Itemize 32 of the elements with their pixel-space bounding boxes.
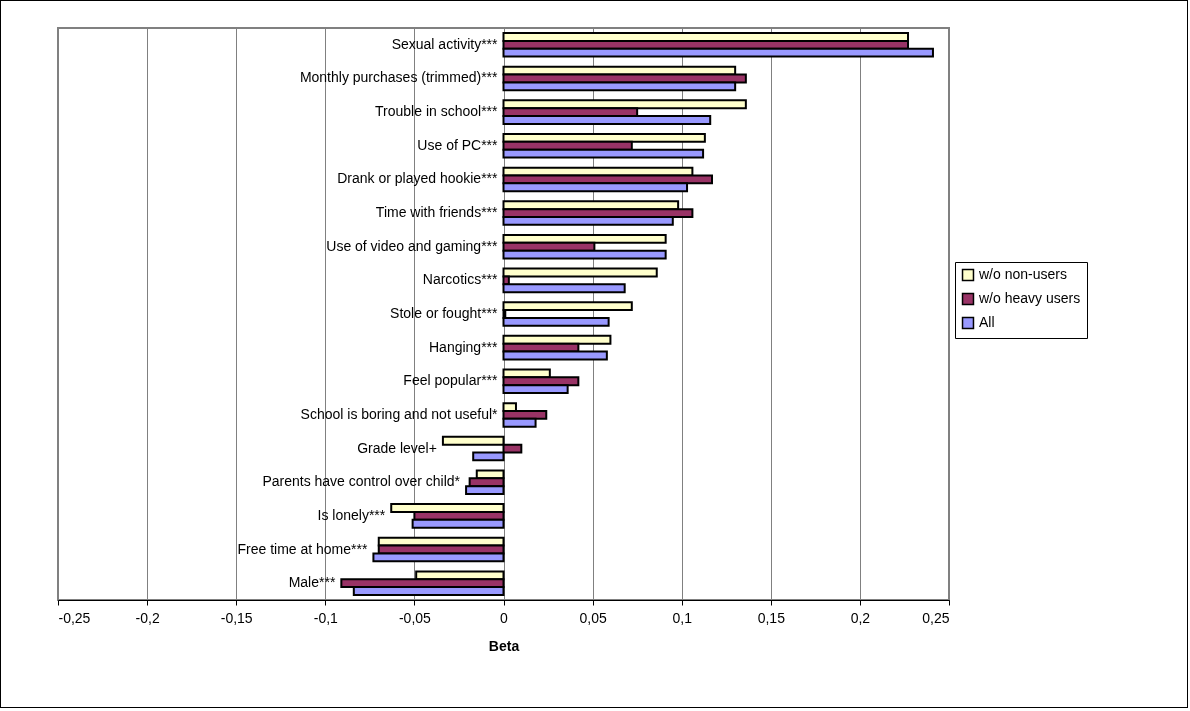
- x-tick-label: 0,05: [579, 609, 607, 626]
- y-tick-label: Monthly purchases (trimmed)***: [299, 69, 499, 86]
- x-tick-label: 0: [500, 609, 509, 626]
- y-tick-label: Free time at home***: [237, 540, 368, 557]
- legend-label: All: [979, 314, 995, 330]
- legend-label: w/o non-users: [978, 266, 1067, 282]
- y-tick-label: Parents have control over child*: [262, 473, 461, 490]
- x-tick-label: -0,25: [58, 609, 91, 626]
- y-tick-label: Stole or fought***: [390, 305, 499, 321]
- y-tick-label: Use of video and gaming***: [326, 237, 499, 254]
- legend-label: w/o heavy users: [978, 290, 1081, 306]
- x-tick-label: -0,1: [313, 609, 339, 626]
- x-tick-label: -0,15: [220, 609, 253, 626]
- y-tick-label: School is boring and not useful*: [300, 405, 499, 422]
- x-tick-label: 0,1: [672, 609, 693, 626]
- x-tick-label: 0,15: [757, 609, 786, 626]
- y-tick-label: Drank or played hookie***: [337, 170, 499, 187]
- y-tick-label: Time with friends***: [375, 204, 499, 221]
- y-tick-label: Hanging***: [429, 338, 499, 355]
- x-tick-label: -0,05: [398, 609, 432, 626]
- x-tick-label: 0,25: [922, 609, 950, 626]
- y-tick-label: Use of PC***: [417, 136, 499, 153]
- x-tick-label: -0,2: [135, 609, 160, 626]
- y-tick-label: Trouble in school***: [375, 103, 499, 120]
- y-tick-label: Is lonely***: [317, 506, 386, 523]
- x-axis-title: Beta: [488, 637, 520, 654]
- y-tick-label: Grade level+: [357, 439, 437, 456]
- y-tick-label: Male***: [288, 574, 336, 591]
- y-tick-label: Narcotics***: [422, 271, 499, 288]
- y-tick-label: Feel popular***: [403, 372, 499, 389]
- x-tick-label: 0,2: [850, 609, 871, 626]
- y-tick-label: Sexual activity***: [391, 35, 499, 52]
